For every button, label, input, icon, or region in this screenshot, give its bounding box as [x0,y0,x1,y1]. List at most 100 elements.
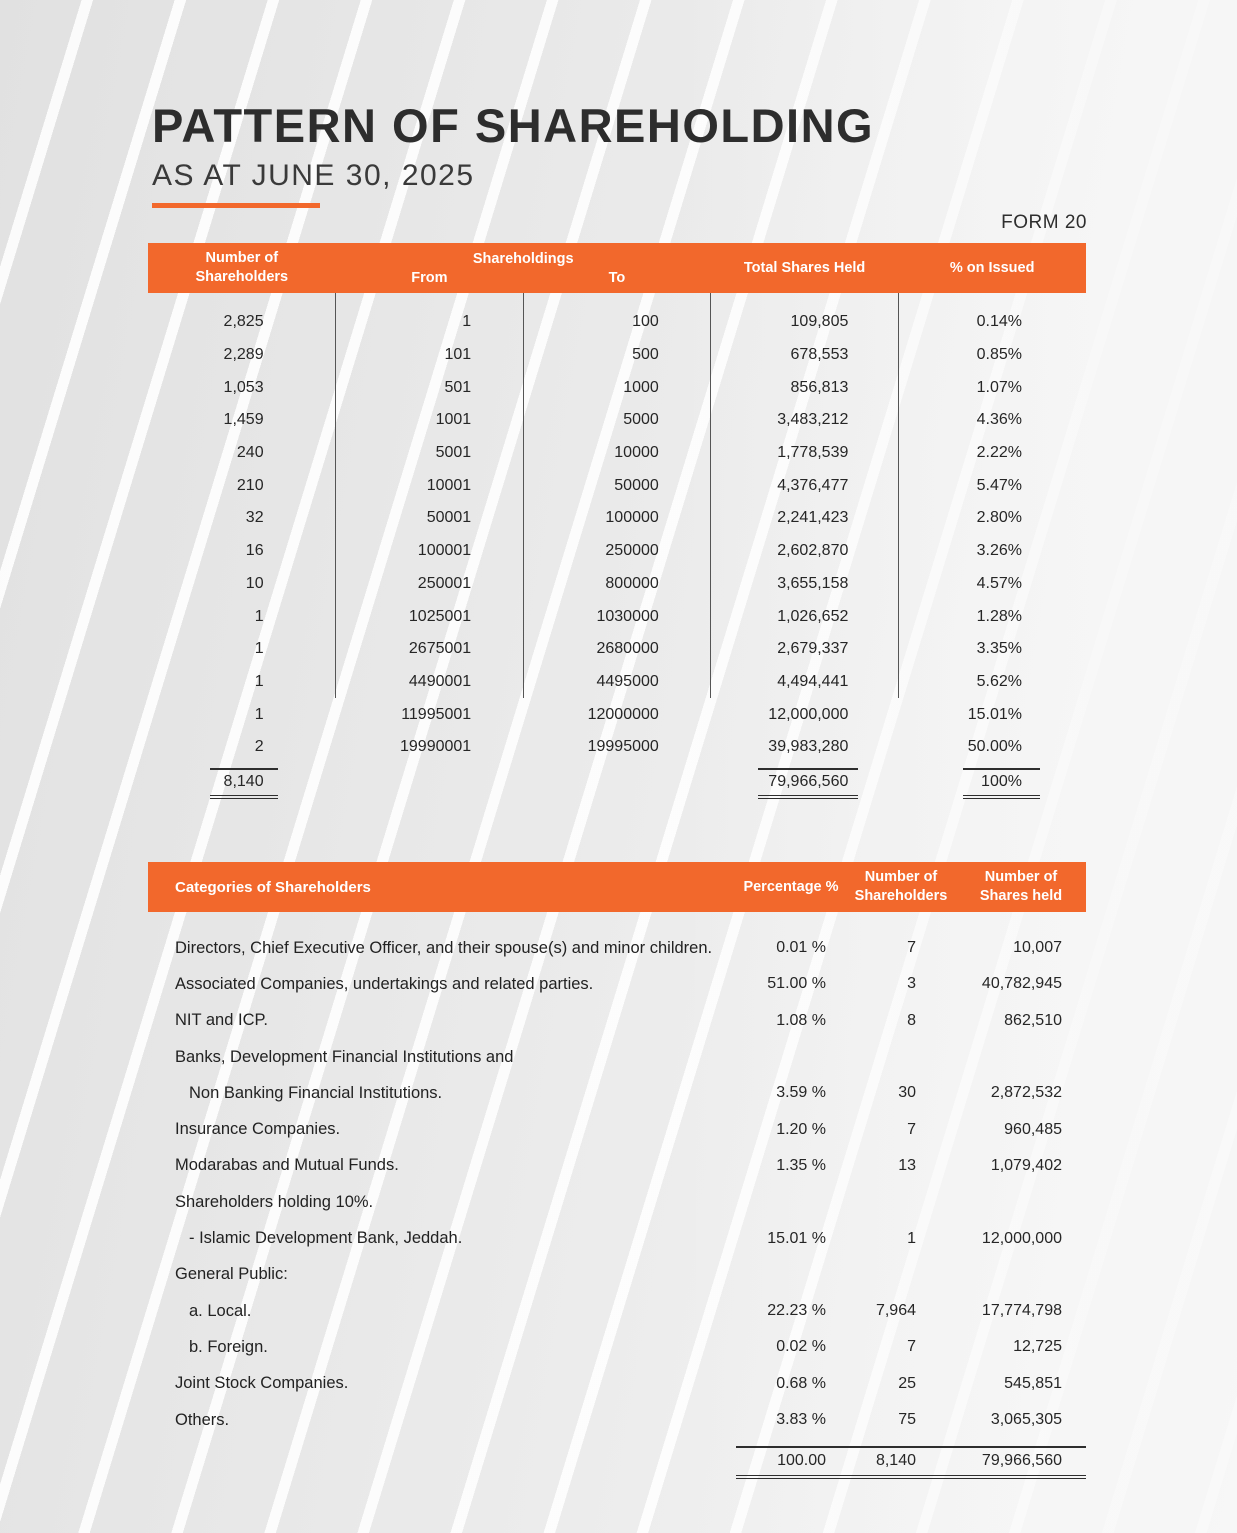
table1-cell-shareholders: 1 [254,607,264,625]
table2-row: Banks, Development Financial Institution… [148,1039,1086,1075]
table1-header-shareholdings-group: Shareholdings From To [336,243,711,293]
table1-cell-from: 250001 [417,574,472,592]
page-title: PATTERN OF SHAREHOLDING [152,99,875,152]
table1-cell-total: 3,655,158 [777,574,849,592]
table2-totals-row: 100.00 8,140 79,966,560 [148,1446,1086,1480]
table2-total-shares: 79,966,560 [981,1452,1062,1470]
table1-cell-from: 11995001 [401,705,472,723]
table1-total-shareholders-cell: 8,140 [148,767,336,799]
table2-row: Others. 3.83 % 75 3,065,305 [148,1402,1086,1438]
table1-cell-shareholders: 1 [254,705,264,723]
table2-cell-shareholders: 13 [898,1156,916,1174]
table1-cell-pct: 15.01% [967,705,1022,723]
table1-cell-total: 12,000,000 [768,705,849,723]
table2-header-shares-held: Number of Shares held [979,869,1063,904]
table2-cell-shareholders: 25 [898,1374,916,1392]
table2-cell-shareholders: 7,964 [875,1302,916,1320]
table1-cell-total: 109,805 [790,313,849,331]
table2-cell-percentage: 1.35 % [776,1156,826,1174]
form-number-label: FORM 20 [1001,212,1087,233]
table1-cell-shareholders: 1,053 [223,378,264,396]
table2-row: Joint Stock Companies. 0.68 % 25 545,851 [148,1366,1086,1402]
table1-cell-shareholders: 2 [254,738,264,756]
table1-cell-total: 1,026,652 [777,607,849,625]
table2-total-percentage: 100.00 [777,1452,826,1470]
table1-header-pct-issued: % on Issued [949,259,1035,276]
table2-cell-category: Joint Stock Companies. [175,1374,349,1393]
table2-cell-shares: 3,065,305 [990,1411,1062,1428]
table1-row: 1 1025001 1030000 1,026,652 1.28% [148,600,1086,633]
table2-cell-category: General Public: [175,1265,288,1284]
table1-header-to: To [608,270,626,286]
table1-total-shares-cell: 79,966,560 [711,767,899,799]
table2-cell-category: Modarabas and Mutual Funds. [175,1156,399,1175]
table1-cell-to: 50000 [614,476,659,494]
table1-cell-from: 1025001 [408,607,472,625]
table1-cell-shareholders: 1 [254,672,264,690]
table2-header: Categories of Shareholders Percentage % … [148,862,1086,912]
table1-cell-from: 100001 [417,542,472,560]
table2-cell-category: NIT and ICP. [175,1011,268,1030]
table2-cell-category: Non Banking Financial Institutions. [189,1083,443,1102]
table1-row: 1 11995001 12000000 12,000,000 15.01% [148,698,1086,731]
table1-cell-from: 5001 [435,444,472,462]
table1-row: 1,459 1001 5000 3,483,212 4.36% [148,404,1086,437]
table1-cell-from: 10001 [426,476,472,494]
table2-cell-shareholders: 8 [907,1011,916,1029]
table2-cell-shareholders: 3 [907,975,916,993]
table1-header-total-shares: Total Shares Held [743,259,866,276]
table2-row: Insurance Companies. 1.20 % 7 960,485 [148,1111,1086,1147]
table2-header-shareholders: Number of Shareholders [854,869,948,904]
table1-cell-shareholders: 1 [254,640,264,658]
table1-cell-shareholders: 1,459 [223,411,264,429]
table2-cell-percentage: 1.08 % [776,1011,826,1029]
table2-cell-percentage: 51.00 % [767,975,826,993]
table2-cell-shareholders: 30 [898,1084,916,1102]
table1-total-pct-cell: 100% [898,767,1086,799]
table2-cell-shareholders: 7 [907,939,916,957]
table2-cell-percentage: 22.23 % [767,1302,826,1320]
table1-row: 1 2675001 2680000 2,679,337 3.35% [148,633,1086,666]
table1-total-shares: 79,966,560 [758,767,859,799]
table1-cell-total: 678,553 [790,346,849,364]
table1-cell-to: 4495000 [596,672,659,690]
table2-row: Modarabas and Mutual Funds. 1.35 % 13 1,079… [148,1148,1086,1184]
table2-cell-shares: 1,079,402 [990,1156,1062,1174]
table2-body: Directors, Chief Executive Officer, and … [148,912,1086,1438]
shareholding-distribution-table: Number of Shareholders Shareholdings Fro… [148,243,1086,799]
table1-cell-from: 1 [462,313,472,331]
table2-row: a. Local. 22.23 % 7,964 17,774,798 [148,1293,1086,1329]
table2-cell-category: Banks, Development Financial Institution… [175,1047,514,1066]
table2-cell-category: Associated Companies, undertakings and r… [175,974,594,993]
table2-cell-shareholders: 1 [907,1229,916,1247]
table1-cell-from: 2675001 [408,640,472,658]
table1-row: 2,289 101 500 678,553 0.85% [148,339,1086,372]
table2-header-percentage: Percentage % [743,878,839,895]
table2-row: Non Banking Financial Institutions. 3.59 … [148,1075,1086,1111]
table2-row: Associated Companies, undertakings and r… [148,966,1086,1002]
table2-cell-shares: 40,782,945 [981,975,1062,993]
table1-cell-pct: 0.85% [976,346,1022,364]
table1-cell-to: 800000 [605,574,659,592]
shareholder-categories-table: Categories of Shareholders Percentage % … [148,862,1086,1480]
table1-total-shareholders: 8,140 [209,767,278,799]
page-subtitle: AS AT JUNE 30, 2025 [152,158,475,192]
table2-cell-percentage: 1.20 % [776,1120,826,1138]
table2-cell-shares: 17,774,798 [981,1302,1062,1320]
table1-cell-to: 100 [632,313,659,331]
table1-cell-pct: 0.14% [976,313,1022,331]
table1-row: 2,825 1 100 109,805 0.14% [148,306,1086,339]
table1-cell-total: 39,983,280 [768,738,849,756]
table1-cell-pct: 1.28% [976,607,1022,625]
table2-header-categories: Categories of Shareholders [175,878,371,896]
table1-cell-from: 501 [444,378,472,396]
table1-cell-to: 12000000 [587,705,659,723]
table1-body-rest: 1 11995001 12000000 12,000,000 15.01% 2 199900… [148,698,1086,763]
table2-totals-spacer [148,1446,736,1479]
table2-row: NIT and ICP. 1.08 % 8 862,510 [148,1003,1086,1039]
table2-cell-percentage: 0.01 % [776,939,826,957]
table1-cell-to: 100000 [605,509,659,527]
table1-header-from: From [411,270,448,286]
table1-header-shareholdings: Shareholdings [472,251,574,268]
table2-cell-percentage: 0.02 % [776,1338,826,1356]
